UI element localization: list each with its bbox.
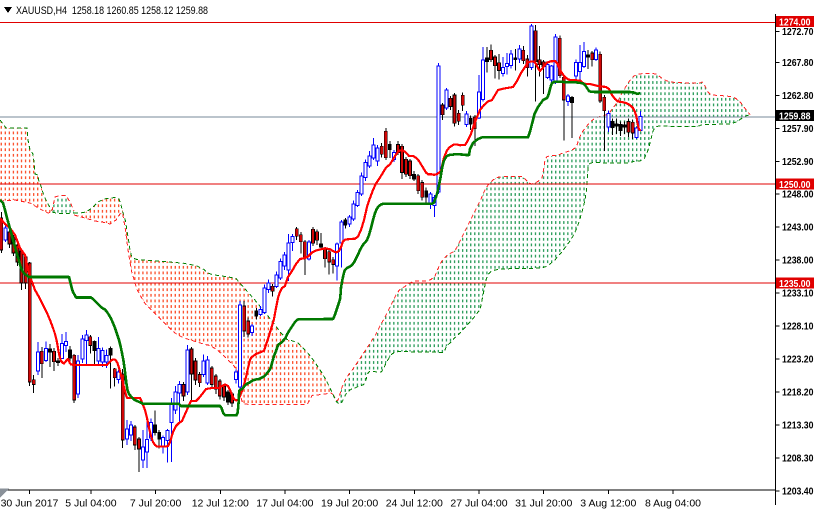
svg-text:1272.70: 1272.70	[782, 27, 814, 38]
svg-text:1259.88: 1259.88	[779, 111, 811, 122]
svg-text:3 Aug 12:00: 3 Aug 12:00	[580, 498, 636, 510]
svg-text:1208.30: 1208.30	[782, 454, 814, 465]
svg-text:1218.20: 1218.20	[782, 388, 814, 399]
svg-text:1228.10: 1228.10	[782, 322, 814, 333]
svg-text:1213.30: 1213.30	[782, 421, 814, 432]
svg-text:1248.00: 1248.00	[782, 190, 814, 201]
svg-text:1267.80: 1267.80	[782, 58, 814, 69]
svg-text:1243.00: 1243.00	[782, 223, 814, 234]
svg-text:7 Jul 20:00: 7 Jul 20:00	[130, 498, 182, 510]
svg-text:19 Jul 20:00: 19 Jul 20:00	[321, 498, 378, 510]
svg-text:1257.90: 1257.90	[782, 124, 814, 135]
svg-text:1233.10: 1233.10	[782, 289, 814, 300]
svg-text:1203.40: 1203.40	[782, 487, 814, 498]
svg-text:24 Jul 12:00: 24 Jul 12:00	[386, 498, 443, 510]
svg-text:1223.20: 1223.20	[782, 355, 814, 366]
svg-text:17 Jul 04:00: 17 Jul 04:00	[256, 498, 313, 510]
svg-text:5 Jul 04:00: 5 Jul 04:00	[65, 498, 117, 510]
svg-text:1250.00: 1250.00	[779, 180, 811, 191]
svg-text:27 Jul 04:00: 27 Jul 04:00	[450, 498, 507, 510]
svg-text:31 Jul 20:00: 31 Jul 20:00	[515, 498, 572, 510]
svg-text:30 Jun 2017: 30 Jun 2017	[1, 498, 59, 510]
svg-text:8 Aug 04:00: 8 Aug 04:00	[645, 498, 701, 510]
svg-text:XAUUSD,H4 1258.18 1260.85 125: XAUUSD,H4 1258.18 1260.85 1258.12 1259.8…	[16, 5, 208, 17]
svg-text:1262.80: 1262.80	[782, 91, 814, 102]
svg-text:1238.00: 1238.00	[782, 256, 814, 267]
svg-text:12 Jul 12:00: 12 Jul 12:00	[192, 498, 249, 510]
svg-text:1274.00: 1274.00	[779, 17, 811, 28]
svg-text:1235.00: 1235.00	[779, 279, 811, 290]
svg-text:1252.90: 1252.90	[782, 157, 814, 168]
